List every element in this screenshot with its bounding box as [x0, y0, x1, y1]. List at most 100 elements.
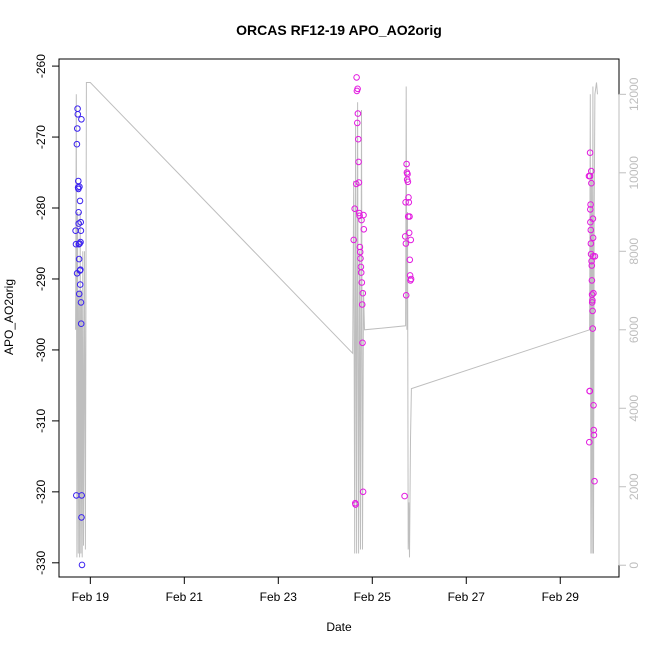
data-point — [77, 238, 84, 246]
x-axis-label: Date — [326, 620, 352, 634]
y-tick-label: -260 — [34, 54, 48, 78]
y2-tick-label: 8000 — [627, 238, 641, 265]
data-point — [351, 205, 359, 212]
data-point — [402, 240, 410, 247]
data-point — [589, 234, 597, 242]
data-point — [587, 226, 595, 234]
data-point — [356, 243, 364, 251]
data-point — [76, 183, 83, 190]
data-point — [353, 74, 360, 81]
data-point — [78, 116, 85, 123]
data-points-layer — [72, 74, 599, 569]
data-point — [357, 255, 364, 262]
data-point — [73, 140, 81, 148]
x-tick-label: Feb 23 — [260, 590, 298, 604]
y2-tick-label: 4000 — [627, 395, 641, 422]
data-point — [588, 179, 595, 187]
data-point — [75, 255, 83, 263]
data-point — [588, 299, 596, 306]
x-axis: Feb 19 Feb 21 Feb 23 Feb 25 Feb 27 Feb 29 — [72, 576, 580, 604]
data-point — [404, 178, 412, 186]
y-tick-label: -300 — [34, 338, 48, 362]
y2-tick-label: 10000 — [627, 156, 641, 190]
x-tick-label: Feb 21 — [166, 590, 204, 604]
data-point — [586, 438, 593, 446]
y-tick-label: -310 — [34, 409, 48, 433]
data-point — [590, 431, 598, 439]
data-point — [355, 135, 362, 143]
y-axis-right: 0 2000 4000 6000 8000 10000 12000 — [618, 77, 641, 569]
data-point — [356, 212, 363, 220]
data-point — [76, 240, 83, 247]
data-point — [589, 297, 596, 304]
data-point — [587, 240, 595, 247]
y-tick-label: -290 — [34, 267, 48, 291]
data-point — [407, 236, 415, 244]
data-point — [403, 160, 410, 168]
data-point — [78, 492, 85, 499]
data-point — [586, 387, 594, 395]
chart-title: ORCAS RF12-19 APO_AO2orig — [236, 22, 442, 38]
data-point — [359, 488, 367, 496]
data-point — [76, 197, 84, 205]
data-point — [402, 292, 410, 299]
data-point — [406, 256, 414, 264]
data-point — [350, 236, 358, 244]
data-point — [359, 289, 367, 297]
y-tick-label: -320 — [34, 480, 48, 504]
data-point — [75, 209, 82, 216]
y-axis-label: APO_AO2orig — [2, 279, 16, 355]
data-point — [588, 167, 595, 175]
data-point — [360, 211, 367, 219]
data-point — [77, 218, 84, 226]
data-point — [74, 125, 81, 132]
data-point — [401, 492, 408, 500]
data-point — [405, 199, 413, 206]
data-point — [591, 477, 598, 485]
data-point — [587, 206, 594, 213]
data-point — [589, 215, 597, 222]
altitude-trace-line — [75, 82, 598, 558]
x-tick-label: Feb 29 — [542, 590, 580, 604]
data-point — [402, 199, 409, 206]
data-point — [354, 119, 361, 127]
data-point — [358, 279, 366, 286]
x-tick-label: Feb 27 — [448, 590, 486, 604]
y-tick-label: -270 — [34, 125, 48, 149]
data-point — [77, 299, 85, 306]
data-point — [589, 325, 597, 332]
data-point — [355, 179, 363, 186]
data-point — [404, 170, 411, 178]
data-point — [590, 426, 598, 434]
data-point — [406, 272, 414, 279]
data-point — [77, 320, 85, 328]
data-point — [76, 281, 84, 288]
y2-tick-label: 6000 — [627, 316, 641, 343]
data-point — [77, 227, 85, 234]
data-point — [78, 561, 86, 569]
data-point — [74, 111, 82, 118]
data-point — [405, 229, 413, 237]
data-point — [78, 514, 85, 521]
data-point — [354, 110, 362, 117]
data-point — [591, 252, 599, 260]
data-point — [354, 85, 361, 93]
data-point — [359, 339, 366, 347]
data-point — [360, 226, 368, 233]
data-point — [356, 248, 364, 256]
y2-tick-label: 0 — [627, 562, 641, 569]
x-tick-label: Feb 25 — [354, 590, 392, 604]
data-point — [401, 233, 409, 240]
data-point — [355, 158, 362, 166]
data-point — [590, 289, 597, 297]
altitude-trace-layer — [75, 82, 598, 558]
data-point — [586, 149, 594, 156]
y-tick-label: -330 — [34, 550, 48, 574]
data-point — [406, 213, 413, 220]
y2-tick-label: 2000 — [627, 473, 641, 500]
data-point — [352, 501, 359, 508]
data-point — [588, 262, 596, 269]
y2-tick-label: 12000 — [627, 77, 641, 111]
y-tick-label: -280 — [34, 196, 48, 220]
